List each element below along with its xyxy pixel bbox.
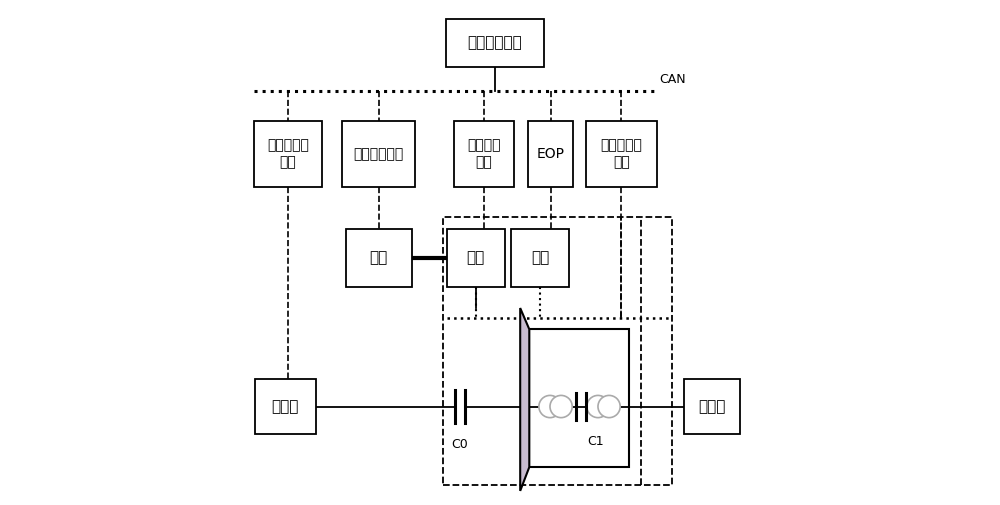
Bar (254, 121, 322, 187)
Bar (255, 379, 316, 434)
Bar (586, 121, 657, 187)
Text: 混动控制单元: 混动控制单元 (468, 35, 522, 50)
Circle shape (598, 395, 620, 418)
Circle shape (539, 395, 561, 418)
Bar (528, 121, 573, 187)
Text: 发动机: 发动机 (272, 399, 299, 414)
Text: C0: C0 (451, 438, 468, 451)
Text: 电池: 电池 (370, 250, 388, 265)
Bar (446, 19, 544, 67)
Text: CAN: CAN (659, 73, 686, 86)
Bar (447, 228, 505, 287)
Text: 发动机控制
单元: 发动机控制 单元 (267, 138, 309, 170)
Bar (454, 121, 514, 187)
Text: 电泵: 电泵 (531, 250, 550, 265)
Text: 电池管理系统: 电池管理系统 (354, 147, 404, 161)
Text: 电机控制
单元: 电机控制 单元 (467, 138, 501, 170)
Circle shape (550, 395, 572, 418)
Bar (529, 329, 629, 467)
Text: C1: C1 (588, 434, 604, 447)
Text: 差速器: 差速器 (698, 399, 726, 414)
Bar (342, 121, 415, 187)
Text: 变速器控制
单元: 变速器控制 单元 (600, 138, 642, 170)
Polygon shape (520, 308, 529, 491)
Bar (443, 217, 672, 485)
Bar (511, 228, 569, 287)
Text: EOP: EOP (536, 147, 564, 161)
Circle shape (587, 395, 609, 418)
Text: 电机: 电机 (467, 250, 485, 265)
Bar (684, 379, 740, 434)
Bar (346, 228, 412, 287)
